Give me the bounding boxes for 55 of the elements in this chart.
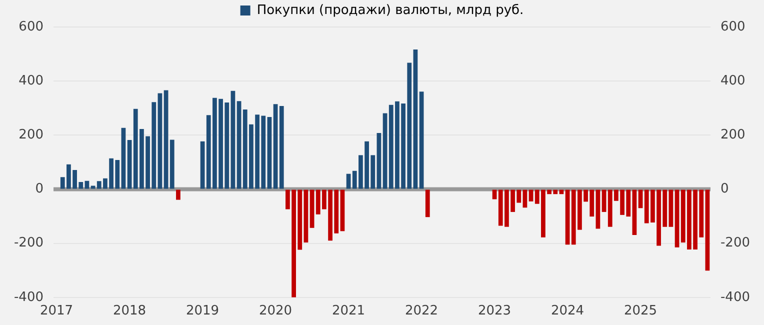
y-tick-label: 200 [18, 128, 44, 143]
bar [127, 140, 132, 189]
x-tick-label: 2019 [186, 304, 220, 319]
bar [230, 90, 236, 189]
legend-label: Покупки (продажи) валюты, млрд руб. [256, 2, 524, 18]
bar [200, 141, 205, 189]
y2-tick-label: -400 [720, 290, 750, 305]
y-tick-label: -400 [14, 290, 44, 305]
x-tick-label: 2024 [550, 304, 584, 319]
bar [170, 140, 174, 189]
bar [632, 190, 637, 235]
bar [236, 101, 242, 189]
x-tick-label: 2025 [624, 304, 658, 319]
bar [376, 132, 382, 189]
x-tick-label: 2017 [40, 304, 74, 319]
x-tick-label: 2022 [404, 304, 438, 319]
bar [121, 128, 126, 189]
bar [596, 190, 600, 229]
bar [164, 90, 168, 189]
y2-tick-label: 200 [720, 128, 746, 143]
bar [158, 93, 162, 189]
x-tick-label: 2021 [332, 304, 366, 319]
y-tick-label: 400 [18, 73, 44, 88]
bar [705, 190, 710, 271]
bar [304, 190, 308, 243]
bar [310, 190, 314, 228]
y2-tick-label: 600 [720, 19, 746, 34]
bar [90, 186, 96, 189]
x-tick-label: 2018 [113, 304, 146, 319]
bar [413, 49, 418, 189]
bar [565, 190, 570, 245]
bar [340, 190, 345, 232]
bar [602, 190, 606, 212]
bar [638, 190, 643, 208]
bar [176, 190, 180, 200]
y-tick-label: 0 [35, 182, 44, 197]
y2-tick-label: 0 [720, 182, 729, 197]
bar [267, 117, 272, 189]
bar [425, 190, 430, 218]
bar [492, 190, 497, 200]
x-tick-label: 2020 [258, 304, 292, 319]
bar [279, 106, 284, 189]
bar [273, 104, 278, 189]
bar [559, 190, 564, 194]
bar [522, 190, 528, 208]
y2-tick-label: -200 [720, 236, 750, 251]
bar [528, 190, 534, 202]
bar [668, 190, 674, 227]
x-tick-label: 2023 [478, 304, 512, 319]
bar [674, 190, 680, 248]
y-tick-label: 600 [18, 19, 44, 34]
bar [419, 92, 424, 189]
y2-tick-label: 400 [720, 73, 746, 88]
y-tick-label: -200 [14, 236, 44, 251]
bar [382, 113, 388, 189]
